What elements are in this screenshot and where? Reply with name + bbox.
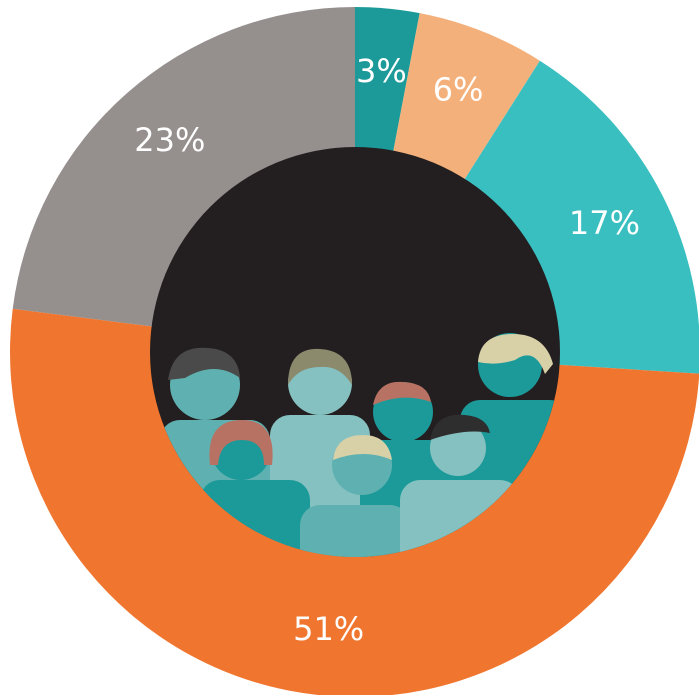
value-label: 17%: [569, 204, 640, 242]
value-label: 6%: [433, 71, 484, 109]
value-label: 3%: [356, 52, 407, 90]
value-label: 51%: [293, 610, 364, 648]
value-label: 23%: [134, 121, 205, 159]
